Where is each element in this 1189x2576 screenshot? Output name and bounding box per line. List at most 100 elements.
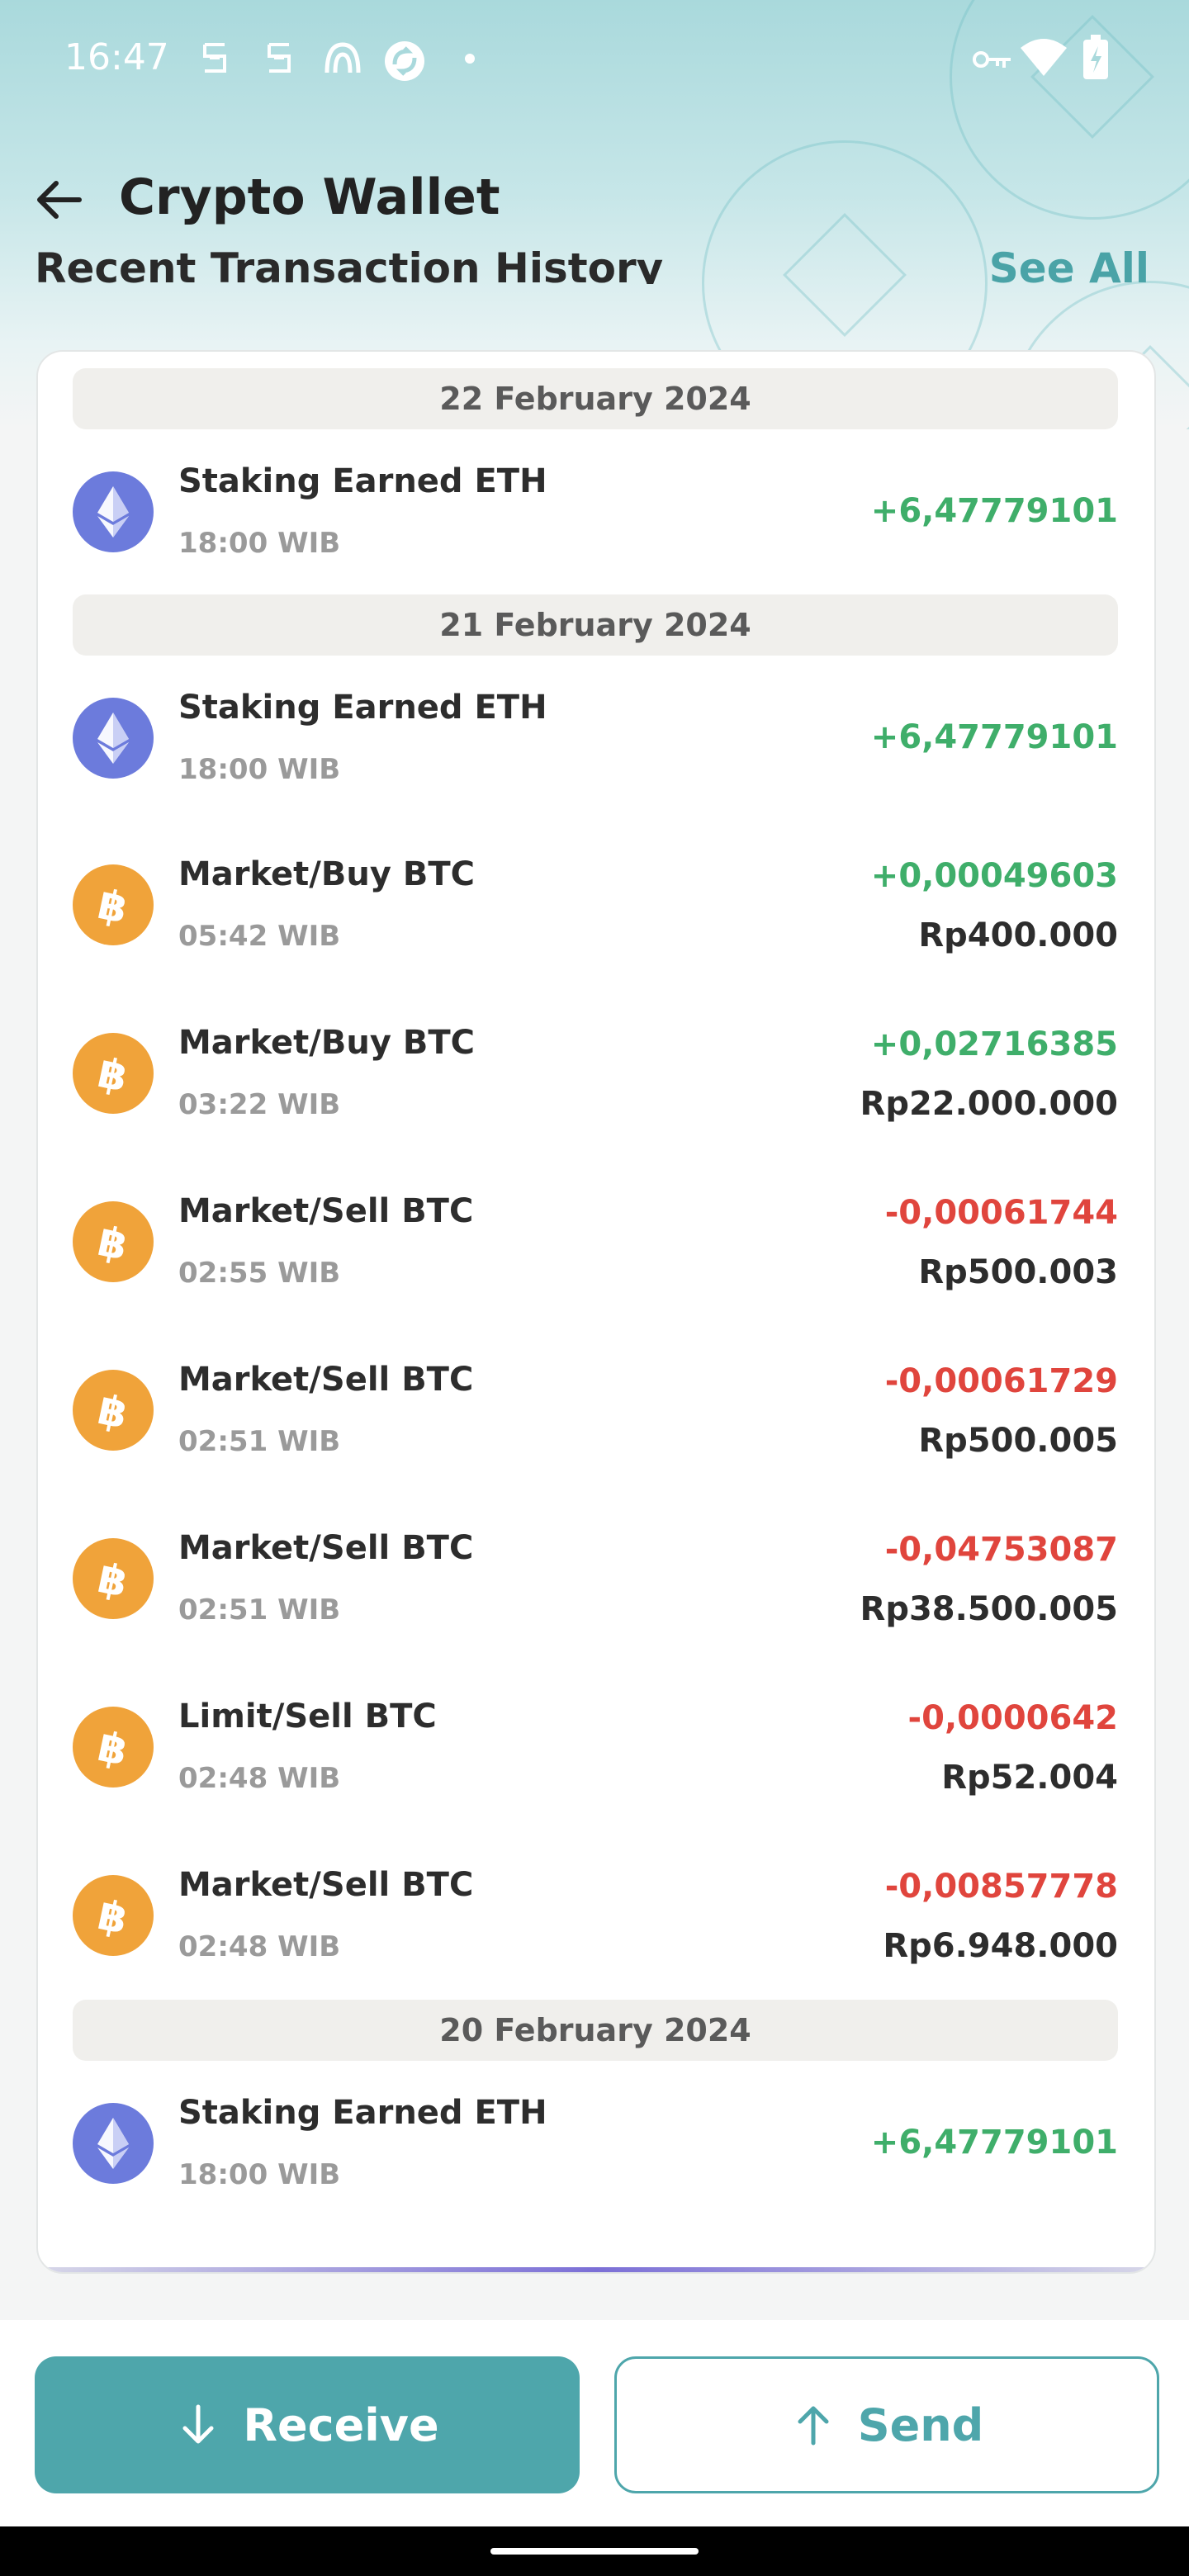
transaction-name: Staking Earned ETH (178, 2094, 547, 2132)
ethereum-icon (73, 698, 154, 779)
transaction-idr-value: Rp6.948.000 (883, 1927, 1118, 1965)
transaction-name: Market/Buy BTC (178, 1024, 476, 1062)
bitcoin-icon: ฿ (73, 1370, 154, 1451)
bitcoin-icon: ฿ (73, 1707, 154, 1788)
dot-icon (465, 54, 475, 64)
svg-text:฿: ฿ (94, 1554, 132, 1607)
back-arrow-icon[interactable] (30, 170, 89, 230)
transaction-time: 02:48 WIB (178, 1762, 341, 1795)
date-header: 22 February 2024 (73, 368, 1118, 429)
transaction-time: 02:48 WIB (178, 1930, 341, 1963)
transaction-idr-value: Rp22.000.000 (860, 1085, 1118, 1123)
transaction-time: 18:00 WIB (178, 753, 341, 786)
svg-text:฿: ฿ (94, 1217, 132, 1270)
svg-text:฿: ฿ (94, 1722, 132, 1775)
transaction-amount: -0,00061744 (884, 1194, 1118, 1232)
transaction-amount: +6,47779101 (870, 718, 1118, 756)
svg-text:฿: ฿ (94, 1891, 132, 1944)
send-button[interactable]: Send (614, 2356, 1159, 2493)
btc-logo: ฿ (94, 880, 132, 933)
see-all-link[interactable]: See All (988, 248, 1149, 284)
ethereum-icon (73, 471, 154, 552)
transaction-amount: +0,00049603 (870, 857, 1118, 895)
transaction-idr-value: Rp52.004 (941, 1759, 1118, 1797)
transaction-name: Market/Buy BTC (178, 855, 476, 893)
transaction-amount: -0,0000642 (907, 1699, 1118, 1737)
transaction-time: 02:51 WIB (178, 1593, 341, 1627)
transaction-row[interactable]: Staking Earned ETH 18:00 WIB +6,47779101 (38, 656, 1154, 821)
transaction-history-card: 22 February 2024 Staking Earned ETH 18:00 … (36, 350, 1156, 2274)
transaction-row[interactable]: ฿ Market/Sell BTC 02:48 WIB -0,00857778 Rp6.… (38, 1831, 1154, 2000)
svg-text:฿: ฿ (94, 880, 132, 933)
bitcoin-icon: ฿ (73, 1033, 154, 1114)
btc-logo: ฿ (94, 1385, 132, 1438)
bottom-action-bar: Receive Send (0, 2320, 1189, 2526)
sync-icon (385, 41, 424, 81)
transaction-row[interactable]: ฿ Market/Buy BTC 03:22 WIB +0,02716385 Rp22.… (38, 989, 1154, 1158)
transaction-name: Staking Earned ETH (178, 462, 547, 500)
eth-logo (97, 713, 129, 764)
eth-logo (97, 486, 129, 537)
page-title: Crypto Wallet (119, 168, 500, 226)
receive-label: Receive (243, 2398, 439, 2451)
transaction-time: 18:00 WIB (178, 2158, 341, 2191)
transaction-time: 05:42 WIB (178, 920, 341, 953)
transaction-amount: +0,02716385 (870, 1025, 1118, 1063)
transaction-amount: +6,47779101 (870, 2124, 1118, 2162)
transaction-row[interactable]: ฿ Market/Buy BTC 05:42 WIB +0,00049603 Rp400… (38, 821, 1154, 989)
date-header: 20 February 2024 (73, 2000, 1118, 2061)
bitcoin-icon: ฿ (73, 1875, 154, 1956)
system-navigation-bar (0, 2526, 1189, 2576)
home-gesture-handle[interactable] (490, 2548, 699, 2555)
card-accent-line (38, 2267, 1154, 2272)
transaction-row[interactable]: ฿ Market/Sell BTC 02:51 WIB -0,04753087 Rp38… (38, 1494, 1154, 1663)
transaction-time: 02:51 WIB (178, 1425, 341, 1458)
transaction-row[interactable]: ฿ Limit/Sell BTC 02:48 WIB -0,0000642 Rp52.0… (38, 1663, 1154, 1831)
transaction-idr-value: Rp500.005 (918, 1422, 1118, 1460)
bitcoin-icon: ฿ (73, 1201, 154, 1282)
transaction-idr-value: Rp38.500.005 (860, 1590, 1118, 1628)
bitcoin-icon: ฿ (73, 864, 154, 945)
transaction-amount: -0,00857778 (884, 1868, 1118, 1906)
arrow-down-icon (182, 2404, 214, 2444)
transaction-name: Market/Sell BTC (178, 1529, 474, 1567)
send-label: Send (857, 2398, 984, 2451)
transaction-row[interactable]: ฿ Market/Sell BTC 02:55 WIB -0,00061744 Rp50… (38, 1158, 1154, 1326)
status-time: 16:47 (64, 36, 169, 78)
transaction-row[interactable]: ฿ Market/Sell BTC 02:51 WIB -0,00061729 Rp50… (38, 1326, 1154, 1494)
svg-text:฿: ฿ (94, 1385, 132, 1438)
section-header: Recent Transaction History See All (0, 248, 1189, 284)
transaction-time: 18:00 WIB (178, 527, 341, 560)
arrow-up-icon (798, 2406, 829, 2446)
transaction-name: Market/Sell BTC (178, 1192, 474, 1230)
btc-logo: ฿ (94, 1049, 132, 1101)
btc-logo: ฿ (94, 1554, 132, 1607)
transaction-idr-value: Rp500.003 (918, 1253, 1118, 1291)
svg-text:฿: ฿ (94, 1049, 132, 1101)
transaction-amount: +6,47779101 (870, 492, 1118, 530)
section-title: Recent Transaction History (35, 248, 664, 284)
transaction-amount: -0,04753087 (884, 1531, 1118, 1569)
status-bar: 16:47 (0, 0, 1189, 116)
transaction-name: Market/Sell BTC (178, 1361, 474, 1399)
eth-logo (97, 2118, 129, 2169)
transaction-row[interactable]: Staking Earned ETH 18:00 WIB +6,47779101 (38, 429, 1154, 594)
transaction-idr-value: Rp400.000 (918, 916, 1118, 954)
notification-icon (203, 43, 226, 73)
app-notification-icon (324, 42, 361, 73)
wifi-icon (1021, 39, 1067, 76)
date-header: 21 February 2024 (73, 594, 1118, 656)
bitcoin-icon: ฿ (73, 1538, 154, 1619)
transaction-time: 02:55 WIB (178, 1257, 341, 1290)
battery-charging-icon (1083, 35, 1108, 79)
receive-button[interactable]: Receive (35, 2356, 580, 2493)
transaction-row[interactable]: Staking Earned ETH 18:00 WIB +6,47779101 (38, 2061, 1154, 2226)
vpn-key-icon (973, 51, 1011, 68)
app-bar: Crypto Wallet (0, 157, 1189, 248)
transaction-time: 03:22 WIB (178, 1088, 341, 1121)
notification-icon (268, 43, 291, 73)
ethereum-icon (73, 2103, 154, 2184)
transaction-name: Staking Earned ETH (178, 689, 547, 727)
transaction-name: Limit/Sell BTC (178, 1698, 437, 1735)
btc-logo: ฿ (94, 1722, 132, 1775)
